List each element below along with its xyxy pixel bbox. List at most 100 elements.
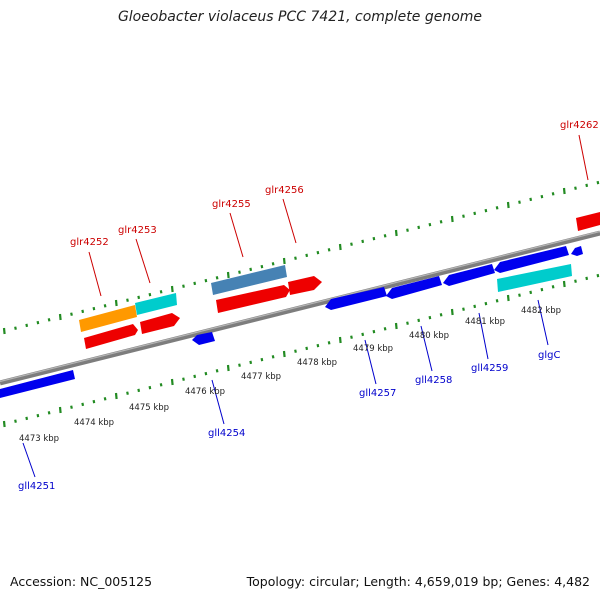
- gene-feature-glgC[interactable]: [497, 264, 572, 292]
- upper-tick: [406, 228, 409, 232]
- lower-tick: [417, 318, 421, 323]
- gene-feature-gll4254[interactable]: [192, 332, 215, 345]
- lower-tick: [182, 377, 185, 381]
- kbp-label-4478: 4478 kbp: [297, 358, 337, 368]
- gene-features: [0, 212, 600, 398]
- upper-tick: [58, 313, 62, 321]
- kbp-label-4481: 4481 kbp: [465, 317, 505, 327]
- leader-lines: [22, 134, 589, 478]
- lower-tick: [338, 336, 342, 344]
- gene-feature-gll4259[interactable]: [443, 264, 495, 286]
- lower-tick: [551, 285, 555, 289]
- gene-feature-gll4260[interactable]: [494, 246, 569, 273]
- topology-text: Topology: circular; Length: 4,659,019 bp…: [246, 574, 590, 589]
- upper-tick: [338, 243, 342, 251]
- gene-feature-glr4255[interactable]: [216, 285, 290, 313]
- lower-tick: [215, 369, 219, 373]
- lower-tick: [562, 280, 566, 288]
- gene-label-glr4256[interactable]: glr4256: [265, 185, 304, 196]
- upper-tick: [249, 267, 253, 272]
- gene-label-glr4253[interactable]: glr4253: [118, 225, 157, 236]
- lower-tick: [58, 406, 62, 414]
- lower-tick: [81, 402, 85, 407]
- lower-tick: [47, 411, 51, 415]
- gene-label-gll4251[interactable]: gll4251: [18, 481, 55, 492]
- upper-tick: [294, 256, 297, 260]
- lower-tick: [473, 304, 477, 309]
- gene-feature-glr4253[interactable]: [140, 313, 180, 334]
- gene-feature-gll4251[interactable]: [0, 370, 75, 398]
- lower-tick: [462, 307, 465, 311]
- upper-tick: [428, 222, 432, 227]
- lower-tick: [92, 399, 96, 404]
- upper-tick: [518, 200, 521, 204]
- upper-tick: [450, 215, 454, 223]
- lower-tick: [316, 343, 320, 348]
- upper-tick: [193, 281, 197, 286]
- kbp-label-4479: 4479 kbp: [353, 344, 393, 354]
- lower-tick: [574, 279, 577, 283]
- lower-tick: [126, 391, 129, 395]
- upper-tick: [215, 276, 219, 280]
- upper-tick: [372, 236, 376, 241]
- gene-feature-gll4261[interactable]: [571, 246, 583, 256]
- lower-tick: [529, 290, 533, 295]
- upper-tick: [596, 180, 600, 185]
- upper-tick: [92, 306, 96, 311]
- lower-tick: [383, 327, 387, 331]
- upper-tick: [182, 284, 185, 288]
- gene-feature-glr4262[interactable]: [576, 212, 600, 231]
- upper-tick: [25, 323, 29, 328]
- upper-tick: [114, 299, 118, 307]
- lower-tick: [170, 378, 174, 386]
- upper-tick: [551, 192, 555, 196]
- upper-tick: [14, 326, 17, 330]
- gene-label-glr4252[interactable]: glr4252: [70, 237, 109, 248]
- upper-tick: [81, 309, 85, 314]
- upper-tick: [170, 285, 174, 293]
- upper-tick: [305, 253, 309, 258]
- kbp-label-4476: 4476 kbp: [185, 387, 225, 397]
- lower-tick: [518, 293, 521, 297]
- gene-label-gll4259[interactable]: gll4259: [471, 363, 508, 374]
- gene-label-glr4255[interactable]: glr4255: [212, 199, 251, 210]
- gene-feature-gll4258[interactable]: [386, 276, 442, 299]
- gene-label-glr4262[interactable]: glr4262: [560, 120, 599, 131]
- upper-tick: [473, 211, 477, 216]
- lower-tick: [36, 413, 40, 418]
- gene-feature-glr4256[interactable]: [288, 276, 322, 295]
- upper-tick: [226, 271, 230, 279]
- gene-label-glgC[interactable]: glgC: [538, 350, 560, 361]
- upper-tick: [260, 264, 264, 269]
- upper-tick: [439, 220, 443, 224]
- upper-tick: [126, 298, 129, 302]
- upper-tick: [103, 304, 107, 308]
- lower-tick: [70, 405, 73, 409]
- upper-tick: [417, 225, 421, 230]
- gene-feature-steelblue[interactable]: [211, 265, 287, 295]
- upper-tick: [529, 197, 533, 202]
- gene-feature-gll4257[interactable]: [325, 287, 387, 310]
- lower-tick: [484, 301, 488, 306]
- upper-tick: [562, 187, 566, 195]
- lower-tick: [596, 273, 600, 278]
- lower-tick: [271, 355, 275, 359]
- lower-tick: [450, 308, 454, 316]
- lower-tick: [294, 349, 297, 353]
- kbp-label-4482: 4482 kbp: [521, 306, 561, 316]
- upper-tick: [574, 186, 577, 190]
- upper-tick: [585, 183, 589, 188]
- upper-tick: [137, 295, 141, 300]
- upper-tick: [383, 234, 387, 238]
- gene-feature-glr4252[interactable]: [84, 324, 138, 349]
- upper-tick: [394, 229, 398, 237]
- gene-label-gll4257[interactable]: gll4257: [359, 388, 396, 399]
- accession-text: Accession: NC_005125: [10, 574, 153, 589]
- gene-label-gll4258[interactable]: gll4258: [415, 375, 452, 386]
- gene-feature-cyan[interactable]: [135, 293, 177, 315]
- gene-feature-orange[interactable]: [79, 305, 137, 332]
- kbp-label-4480: 4480 kbp: [409, 331, 449, 341]
- lower-tick: [193, 374, 197, 379]
- gene-label-gll4254[interactable]: gll4254: [208, 428, 245, 439]
